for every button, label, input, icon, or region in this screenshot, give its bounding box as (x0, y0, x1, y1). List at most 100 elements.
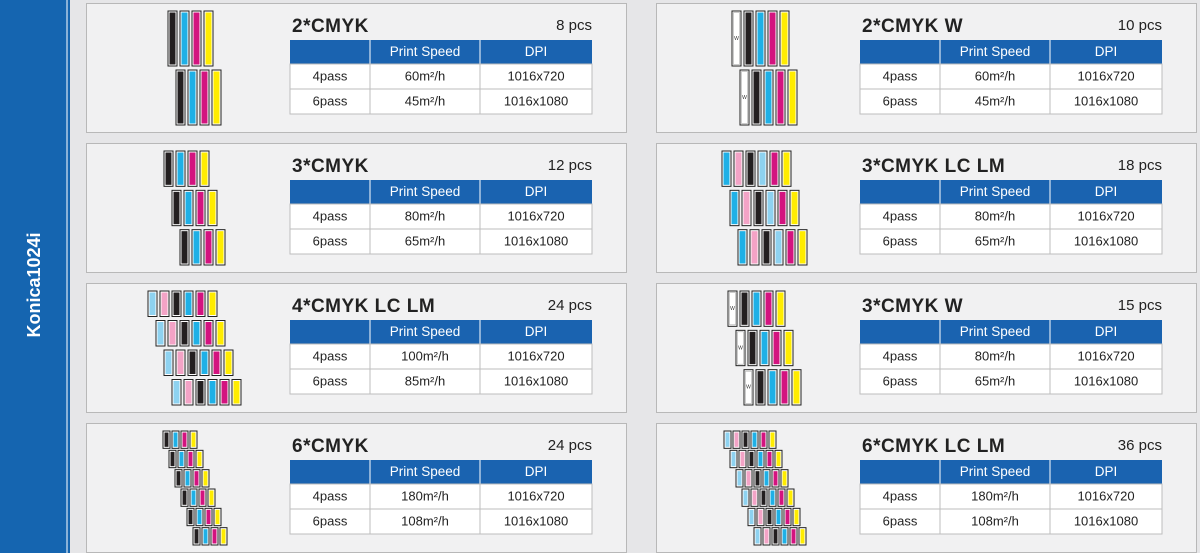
table-row (289, 483, 593, 510)
printhead-ink (197, 451, 202, 467)
printhead-ink (751, 231, 758, 264)
card-title: 2*CMYK (292, 16, 369, 37)
table-cell: 6pass (883, 513, 918, 528)
table-header (860, 40, 1162, 64)
printhead-ink (753, 71, 760, 124)
table-cell: 1016x1080 (504, 93, 568, 108)
printhead-ink (213, 351, 220, 374)
printhead-ink (779, 490, 784, 505)
printhead-ink (755, 529, 760, 544)
header-cell: Print Speed (960, 184, 1031, 199)
printhead-ink (205, 322, 212, 345)
head-label: W (734, 36, 739, 42)
printhead-ink (759, 152, 766, 185)
card: 6*CMYK LC LM 36 pcs Print Speed DPI 4pass 180… (656, 423, 1197, 553)
printhead-ink (181, 322, 188, 345)
printhead-ink (782, 529, 787, 544)
table-cell: 80m²/h (975, 348, 1015, 363)
table-cell: 45m²/h (405, 93, 445, 108)
printhead-ink (749, 331, 756, 365)
table-cell: 4pass (313, 68, 348, 83)
table-header (290, 460, 592, 484)
sidebar (0, 0, 70, 553)
card-pcs: 10 pcs (1118, 17, 1162, 34)
head-label: W (742, 95, 747, 101)
printhead-ink (221, 529, 226, 544)
header-cell: DPI (1095, 44, 1118, 59)
printhead-ink (758, 451, 763, 467)
printhead-ink (765, 71, 772, 124)
table-row (289, 88, 593, 115)
printhead-ink (209, 381, 216, 404)
header-cell: DPI (525, 464, 548, 479)
printhead-ink (731, 191, 738, 225)
printhead-ink (206, 509, 211, 525)
table-cell: 1016x1080 (504, 373, 568, 388)
table-cell: 1016x720 (507, 488, 564, 503)
printhead-ink (197, 292, 204, 315)
printhead-ink (777, 71, 784, 124)
printhead-ink (725, 432, 730, 447)
printhead-ink (763, 231, 770, 264)
printhead-ink (739, 231, 746, 264)
table-row (289, 508, 593, 535)
printhead-ink (758, 509, 763, 525)
printhead-ink (177, 351, 184, 374)
printhead-ink (189, 71, 196, 124)
printhead-ink (800, 529, 805, 544)
card-title: 3*CMYK W (862, 296, 963, 317)
table-cell: 1016x1080 (1074, 233, 1138, 248)
printhead-ink (181, 12, 188, 65)
printhead-ink (215, 509, 220, 525)
printhead-ink (201, 71, 208, 124)
card: 6*CMYK 24 pcs Print Speed DPI 4pass 180m²/h 10… (86, 423, 627, 553)
printhead-ink (189, 152, 196, 185)
printhead-ink (757, 12, 764, 65)
table-cell: 4pass (313, 208, 348, 223)
printhead-ink (157, 322, 164, 345)
printhead-ink (779, 191, 786, 225)
printhead-ink (209, 191, 216, 225)
table-cell: 6pass (883, 93, 918, 108)
printhead-ink (181, 231, 188, 264)
printhead-ink (752, 432, 757, 447)
table-cell: 6pass (313, 373, 348, 388)
printhead-ink (785, 509, 790, 525)
printhead-ink (185, 381, 192, 404)
printhead-ink (741, 292, 748, 325)
card-pcs: 36 pcs (1118, 437, 1162, 454)
printhead-ink (749, 451, 754, 467)
printhead-ink (745, 370, 752, 404)
printhead-ink (752, 490, 757, 505)
printhead-ink (201, 351, 208, 374)
card-pcs: 24 pcs (548, 437, 592, 454)
table-cell: 1016x1080 (504, 233, 568, 248)
table-cell: 65m²/h (405, 233, 445, 248)
printhead-ink (765, 292, 772, 325)
printhead-ink (185, 292, 192, 315)
printhead-ink (749, 509, 754, 525)
table-cell: 1016x1080 (1074, 513, 1138, 528)
printhead-ink (791, 191, 798, 225)
printhead-ink (194, 529, 199, 544)
table-row (859, 63, 1163, 90)
printhead-ink (745, 12, 752, 65)
card: 3*CMYK 12 pcs Print Speed DPI 4pass 80m²/h 101… (86, 143, 627, 273)
head-label: W (730, 306, 735, 312)
card-title: 4*CMYK LC LM (292, 296, 435, 317)
table-cell: 1016x720 (507, 68, 564, 83)
printhead-ink (188, 509, 193, 525)
printhead-ink (197, 381, 204, 404)
printhead-ink (789, 71, 796, 124)
printhead-ink (734, 432, 739, 447)
printhead-ink (788, 490, 793, 505)
header-cell: Print Speed (390, 44, 461, 59)
printhead-ink (743, 490, 748, 505)
table-cell: 60m²/h (975, 68, 1015, 83)
printhead-ink (193, 12, 200, 65)
printhead-ink (209, 490, 214, 505)
table-cell: 1016x1080 (1074, 373, 1138, 388)
printhead-ink (185, 191, 192, 225)
table-row (289, 203, 593, 230)
printhead-ink (225, 351, 232, 374)
